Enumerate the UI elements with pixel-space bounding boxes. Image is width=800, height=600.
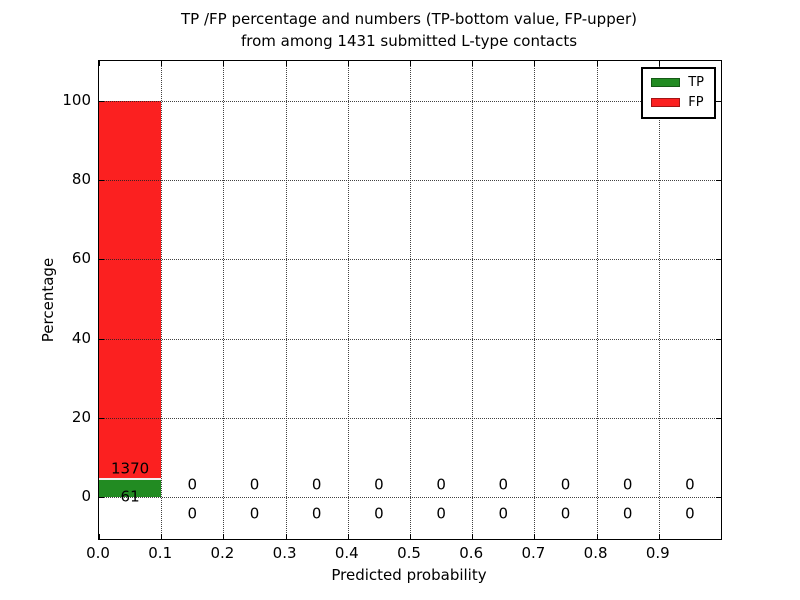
fp-count-annotation: 0: [187, 475, 198, 494]
x-tickmark-bottom: [596, 534, 598, 539]
x-tickmark-top: [596, 61, 598, 66]
fp-count-annotation: 0: [560, 475, 571, 494]
chart-title-line1: TP /FP percentage and numbers (TP-bottom…: [181, 10, 637, 28]
x-tickmark-top: [161, 61, 163, 66]
tp-legend-swatch-icon: [651, 78, 681, 87]
x-tick-label: 0.6: [459, 544, 484, 562]
y-axis-label: Percentage: [39, 257, 57, 343]
x-tick-label: 0.7: [521, 544, 546, 562]
y-tickmark-left: [99, 100, 104, 102]
tp-legend-label: TP: [688, 75, 704, 90]
fp-legend-label: FP: [688, 95, 704, 110]
x-gridline: [534, 61, 536, 539]
x-tickmark-top: [658, 61, 660, 66]
tp-count-annotation: 0: [311, 504, 322, 523]
y-tick-label: 0: [81, 487, 91, 506]
x-tickmark-top: [472, 61, 474, 66]
x-tickmark-top: [410, 61, 411, 66]
legend-item-tp: TP: [651, 74, 704, 91]
legend: TP FP: [641, 67, 716, 119]
x-tickmark-top: [534, 61, 536, 66]
x-tickmark-bottom: [347, 534, 349, 539]
y-gridline: [99, 418, 721, 419]
x-gridline: [161, 61, 163, 539]
y-tickmark-left: [99, 180, 104, 181]
y-gridline: [99, 180, 721, 181]
fp-count-annotation: 0: [685, 475, 695, 494]
x-gridline: [658, 61, 660, 539]
tp-count-annotation: 0: [249, 504, 260, 523]
x-tickmark-top: [223, 61, 225, 66]
x-tickmark-bottom: [223, 534, 225, 539]
x-tick-label: 0.2: [210, 544, 235, 562]
x-tickmark-bottom: [658, 534, 660, 539]
fp-bar-segment: [99, 100, 162, 481]
x-tickmark-bottom: [410, 534, 411, 539]
tp-bar-segment: [99, 480, 162, 498]
x-tickmark-bottom: [472, 534, 474, 539]
y-tick-label: 100: [62, 90, 91, 109]
x-tickmark-bottom: [161, 534, 163, 539]
tp-count-annotation: 0: [498, 504, 509, 523]
fp-count-annotation: 0: [498, 475, 509, 494]
y-gridline: [99, 100, 721, 102]
x-tick-label: 0.8: [583, 544, 608, 562]
x-tickmark-top: [99, 61, 100, 66]
y-tickmark-right: [716, 259, 721, 261]
fp-count-annotation: 0: [622, 475, 633, 494]
fp-count-annotation: 0: [436, 475, 446, 494]
tp-count-annotation: 0: [436, 504, 446, 523]
x-tick-label: 0.3: [272, 544, 297, 562]
fp-count-annotation: 0: [249, 475, 260, 494]
x-tickmark-bottom: [99, 534, 100, 539]
plot-area: TP FP 1370 61 0 0 0 0 0 0 0 0 0 0 0 0 0 0 0 0 0 0: [98, 60, 722, 540]
x-gridline: [472, 61, 474, 539]
tp-count-annotation: 0: [560, 504, 571, 523]
fp-legend-swatch-icon: [651, 98, 681, 107]
chart-title-line2: from among 1431 submitted L-type contact…: [240, 32, 578, 50]
x-tick-label: 0.4: [334, 544, 359, 562]
x-tickmark-bottom: [285, 534, 287, 539]
y-gridline: [99, 338, 721, 340]
y-tickmark-left: [99, 338, 104, 340]
x-tickmark-top: [285, 61, 287, 66]
y-tick-label: 60: [71, 249, 91, 268]
y-tickmark-right: [716, 338, 721, 340]
x-axis-label: Predicted probability: [331, 566, 487, 584]
tp-count-annotation: 0: [187, 504, 198, 523]
x-tickmark-top: [347, 61, 349, 66]
y-gridline: [99, 497, 721, 499]
y-tickmark-left: [99, 418, 104, 419]
fp-count-annotation: 0: [311, 475, 322, 494]
x-tick-label: 0.0: [86, 544, 110, 562]
x-gridline: [285, 61, 287, 539]
x-gridline: [410, 61, 411, 539]
y-gridline: [99, 259, 721, 261]
x-gridline: [347, 61, 349, 539]
x-gridline: [596, 61, 598, 539]
y-tickmark-right: [716, 100, 721, 102]
x-tick-label: 0.5: [397, 544, 421, 562]
x-gridline: [223, 61, 225, 539]
y-tickmark-left: [99, 497, 104, 499]
legend-item-fp: FP: [651, 94, 704, 111]
y-tick-label: 20: [71, 408, 91, 426]
fp-count-annotation: 1370: [111, 459, 150, 478]
x-tickmark-bottom: [534, 534, 536, 539]
y-tickmark-right: [716, 180, 721, 181]
fp-count-annotation: 0: [374, 475, 384, 494]
chart-title: TP /FP percentage and numbers (TP-bottom…: [98, 8, 720, 52]
y-tickmark-right: [716, 497, 721, 499]
tp-count-annotation: 0: [622, 504, 633, 523]
tp-count-annotation: 61: [120, 487, 140, 506]
tp-count-annotation: 0: [685, 504, 695, 523]
y-tick-label: 80: [71, 170, 91, 188]
y-tickmark-left: [99, 259, 104, 261]
x-tick-label: 0.1: [148, 544, 173, 562]
y-tickmark-right: [716, 418, 721, 419]
y-tick-label: 40: [71, 328, 91, 347]
tp-count-annotation: 0: [374, 504, 384, 523]
x-tick-label: 0.9: [645, 544, 670, 562]
